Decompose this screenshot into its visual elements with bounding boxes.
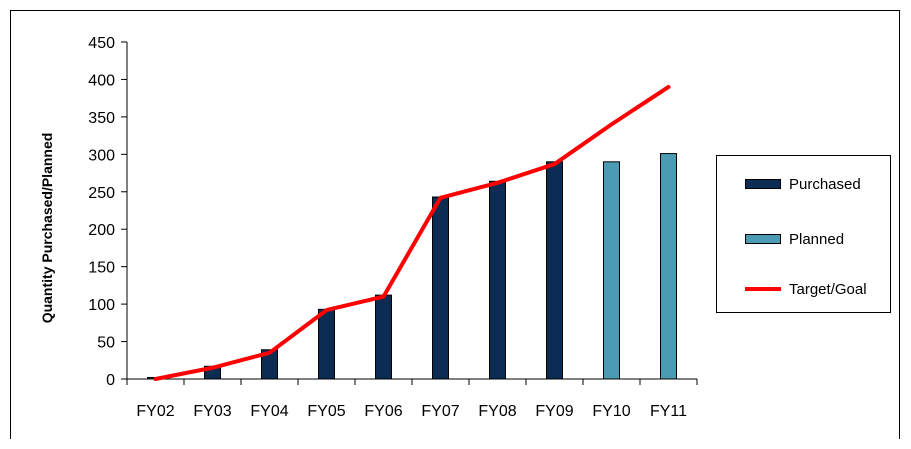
y-tick-label: 100 <box>88 297 115 314</box>
y-tick-label: 50 <box>97 335 115 352</box>
y-tick-label: 300 <box>88 147 115 164</box>
y-tick-label: 450 <box>88 35 115 52</box>
legend: Purchased Planned Target/Goal <box>716 155 891 313</box>
x-tick-label: FY11 <box>650 403 687 420</box>
y-tick-label: 0 <box>106 372 115 389</box>
legend-swatch-planned <box>745 234 781 244</box>
x-tick-label: FY08 <box>478 403 516 420</box>
x-tick-label: FY02 <box>136 403 174 420</box>
bar-planned <box>603 161 620 380</box>
x-tick-label: FY03 <box>193 403 231 420</box>
legend-swatch-purchased <box>745 179 781 189</box>
y-tick-label: 250 <box>88 185 115 202</box>
bar-purchased <box>432 196 449 380</box>
legend-item-purchased: Purchased <box>745 174 861 194</box>
y-axis-label: Quantity Purchased/Planned <box>39 133 55 324</box>
legend-swatch-target <box>745 287 781 291</box>
bar-purchased <box>261 349 278 380</box>
x-tick-label: FY10 <box>592 403 630 420</box>
legend-item-planned: Planned <box>745 229 844 249</box>
line-target-goal <box>153 84 671 381</box>
x-tick-label: FY05 <box>307 403 345 420</box>
legend-label-target: Target/Goal <box>789 280 867 298</box>
chart-frame <box>10 10 900 439</box>
x-tick-label: FY06 <box>364 403 402 420</box>
x-tick-label: FY09 <box>535 403 573 420</box>
x-tick-label: FY07 <box>421 403 459 420</box>
legend-label-planned: Planned <box>789 230 845 248</box>
legend-item-target: Target/Goal <box>745 279 867 299</box>
bar-purchased <box>318 308 335 380</box>
y-tick-label: 350 <box>88 110 115 127</box>
y-tick-label: 150 <box>88 260 115 277</box>
y-tick-label: 400 <box>88 72 115 89</box>
bar-planned <box>660 153 677 380</box>
bar-purchased <box>546 161 563 380</box>
y-tick-label: 200 <box>88 222 115 239</box>
bar-purchased <box>489 180 506 380</box>
bar-purchased <box>375 294 392 380</box>
legend-label-purchased: Purchased <box>789 175 861 193</box>
x-tick-label: FY04 <box>250 403 288 420</box>
